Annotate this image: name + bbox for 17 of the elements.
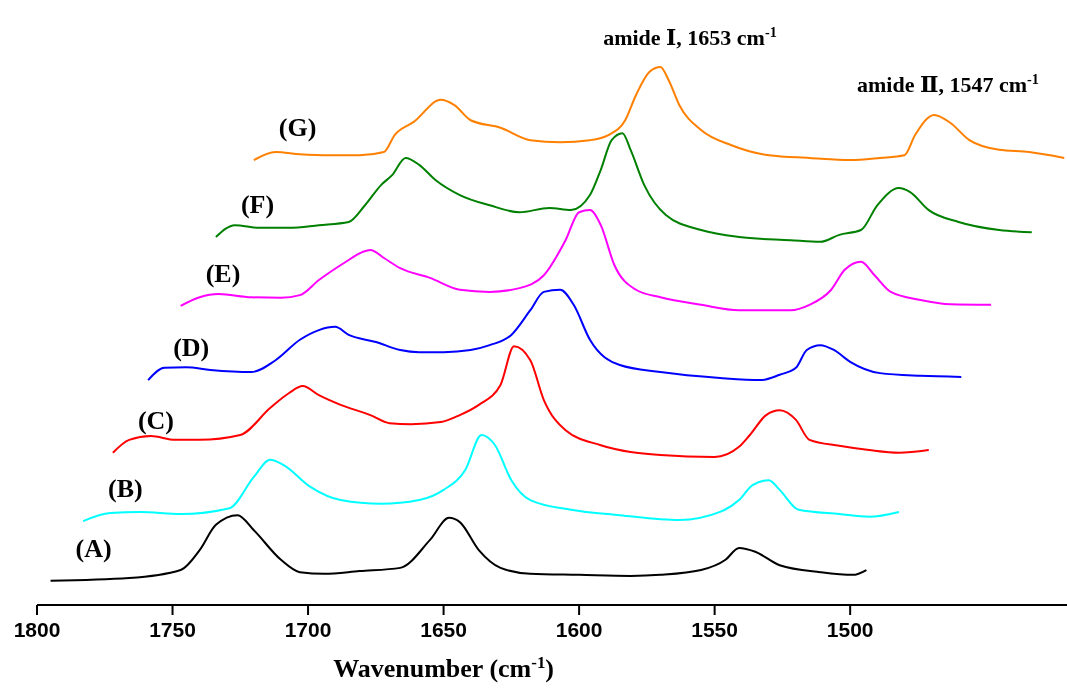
x-axis-title: Wavenumber (cm$^{-1}$) — [333, 652, 555, 683]
x-tick-label: 1600 — [555, 618, 603, 641]
annotation: amide Ⅱ, 1547 cm$^{-1}$ — [857, 71, 1039, 97]
series-label: (B) — [108, 474, 143, 504]
series-label: (E) — [205, 258, 241, 288]
series-label: (F) — [240, 190, 275, 220]
series-label: (D) — [173, 333, 210, 363]
text: amide Ⅰ, 1653 cm$^{-1}$ — [603, 24, 777, 50]
x-tick-label: 1700 — [284, 618, 332, 641]
x-tick-label: 1650 — [420, 618, 467, 641]
x-tick-label: 1500 — [826, 618, 874, 641]
x-tick-label: 1800 — [13, 618, 61, 641]
x-tick-label: 1550 — [691, 618, 738, 641]
series-label: (C) — [137, 405, 174, 435]
series-label: (G) — [278, 113, 317, 143]
x-tick-label: 1750 — [149, 618, 196, 641]
series-label: (A) — [75, 533, 112, 563]
